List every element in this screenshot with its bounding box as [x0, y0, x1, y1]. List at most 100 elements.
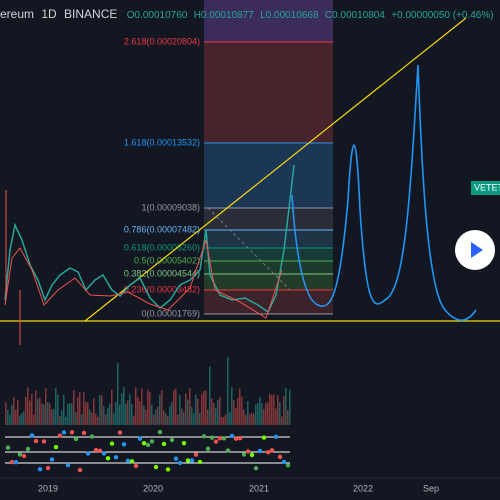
- volume-bar: [107, 407, 109, 425]
- dot: [189, 458, 195, 463]
- volume-bar: [233, 399, 235, 425]
- volume-bar: [55, 387, 57, 425]
- volume-bar: [81, 414, 83, 425]
- volume-bar: [51, 409, 53, 425]
- dot: [265, 449, 271, 455]
- volume-bar: [265, 403, 267, 425]
- dot: [205, 446, 211, 451]
- volume-bar: [225, 414, 227, 425]
- price-badge: [471, 181, 500, 195]
- dot: [225, 448, 231, 453]
- volume-bar: [277, 395, 279, 425]
- volume-bar: [91, 412, 93, 425]
- volume-bar: [213, 403, 215, 425]
- volume-bar: [241, 396, 243, 425]
- dot: [21, 453, 27, 459]
- volume-bar: [93, 398, 95, 425]
- dot: [65, 462, 71, 468]
- volume-bar: [269, 393, 271, 425]
- volume-bar: [205, 390, 207, 425]
- dot: [145, 442, 151, 448]
- projection: [291, 64, 477, 321]
- volume-bar: [249, 414, 251, 425]
- volume-bar: [39, 397, 41, 425]
- dot: [141, 441, 147, 446]
- volume-bar: [19, 415, 21, 425]
- dot: [185, 458, 191, 463]
- volume-bar: [117, 363, 119, 425]
- dot: [101, 451, 107, 456]
- volume-bar: [13, 397, 15, 425]
- fib-label: 0(0.00001769): [141, 308, 200, 318]
- volume-bar: [45, 388, 47, 425]
- volume-bar: [231, 387, 233, 425]
- volume-bar: [31, 393, 33, 425]
- open: O0.00010760: [127, 10, 188, 21]
- dot: [257, 448, 263, 454]
- volume-bar: [177, 414, 179, 425]
- volume-bar: [185, 393, 187, 425]
- dot: [213, 439, 219, 444]
- volume-bar: [131, 403, 133, 425]
- volume-bar: [53, 408, 55, 425]
- volume-bar: [49, 403, 51, 425]
- dot: [125, 458, 131, 464]
- volume-bar: [115, 402, 117, 425]
- volume-bar: [21, 413, 23, 425]
- fib-label: 0.786(0.00007482): [124, 224, 200, 234]
- volume-bar: [187, 399, 189, 425]
- volume-bar: [211, 398, 213, 425]
- fib-label: 0.236(0.00003482): [124, 284, 200, 294]
- volume-bar: [111, 389, 113, 425]
- volume-bar: [135, 387, 137, 425]
- volume-bar: [143, 405, 145, 425]
- dot: [45, 465, 51, 471]
- volume-bar: [129, 394, 131, 425]
- volume-bar: [109, 403, 111, 425]
- volume-bar: [167, 416, 169, 425]
- x-axis: [0, 478, 500, 500]
- dot: [169, 437, 175, 443]
- volume-bar: [155, 409, 157, 425]
- x-axis-labels: 2019 2020 2021 2022 Sep: [38, 483, 439, 493]
- volume-bar: [207, 409, 209, 425]
- volume-bar: [239, 388, 241, 425]
- dot: [177, 460, 183, 466]
- x-tick-label: 2022: [353, 483, 373, 493]
- x-tick-label: 2021: [249, 483, 269, 493]
- volume-bar: [273, 394, 275, 425]
- volume-bar: [157, 407, 159, 425]
- volume-bar: [77, 397, 79, 425]
- fib-label: 0.382(0.00004544): [124, 268, 200, 278]
- dot: [261, 435, 267, 440]
- volume-bar: [7, 409, 9, 425]
- zone: [204, 261, 333, 274]
- volume-bar: [271, 395, 273, 425]
- dot: [9, 459, 15, 465]
- dot: [41, 439, 47, 444]
- dot: [241, 452, 247, 457]
- price-line: [4, 239, 283, 319]
- volume-bar: [61, 410, 63, 425]
- zone: [204, 0, 333, 42]
- volume-bar: [175, 388, 177, 425]
- volume-bar: [101, 395, 103, 425]
- trend-line: [84, 17, 467, 322]
- volume-bar: [197, 398, 199, 425]
- volume-bar: [151, 404, 153, 425]
- volume-bar: [105, 414, 107, 425]
- volume-bar: [263, 409, 265, 425]
- dot: [113, 455, 119, 460]
- volume-bar: [41, 403, 43, 425]
- dot: [161, 441, 167, 447]
- volume-bar: [137, 396, 139, 425]
- x-tick-label: 2020: [143, 483, 163, 493]
- volume-bar: [261, 403, 263, 425]
- dot: [13, 460, 19, 465]
- dot: [137, 436, 143, 441]
- dot: [221, 436, 227, 441]
- volume-bar: [153, 414, 155, 425]
- dot: [245, 449, 251, 454]
- dot: [73, 436, 79, 442]
